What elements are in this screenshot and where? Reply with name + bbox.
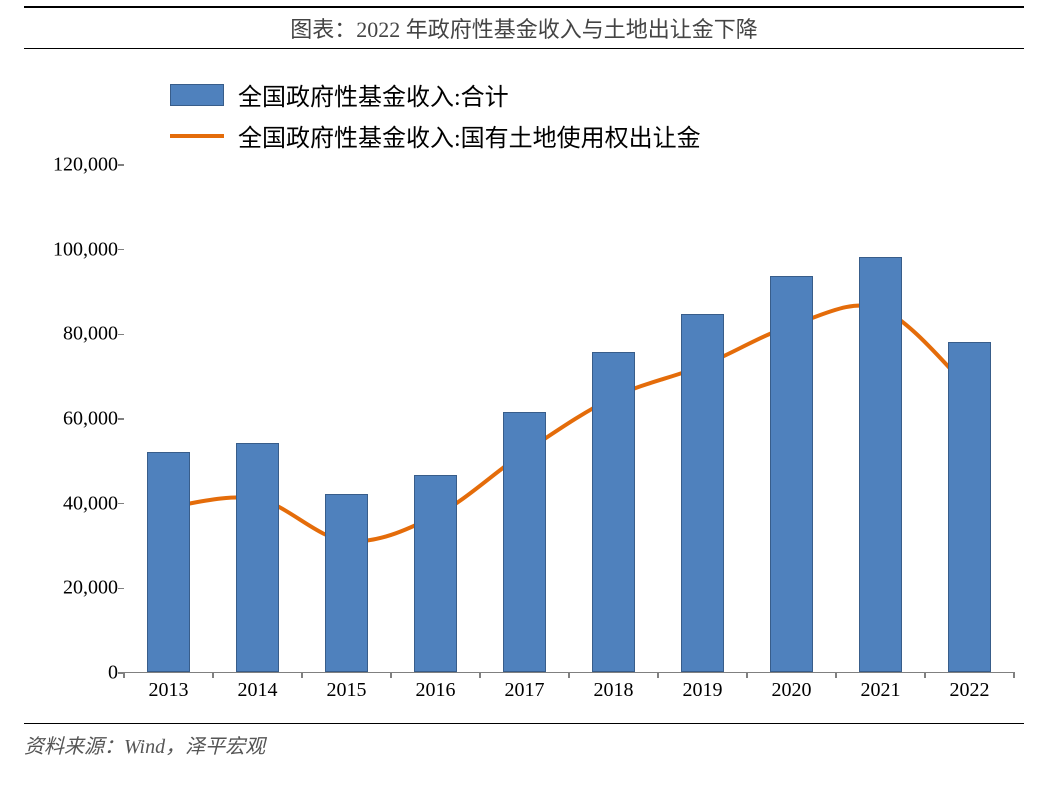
bar [503, 412, 546, 672]
legend: 全国政府性基金收入:合计 全国政府性基金收入:国有土地使用权出让金 [170, 77, 1048, 153]
bar [592, 352, 635, 672]
bar [859, 257, 902, 672]
legend-line-label: 全国政府性基金收入:国有土地使用权出让金 [238, 118, 701, 153]
x-tick-mark [746, 672, 748, 678]
x-tick-mark [835, 672, 837, 678]
x-tick-label: 2016 [416, 679, 456, 702]
y-tick-label: 20,000 [63, 577, 118, 600]
title-bar: 图表：2022 年政府性基金收入与土地出让金下降 [24, 6, 1024, 49]
x-tick-mark [479, 672, 481, 678]
y-tick-mark [118, 588, 124, 590]
x-tick-label: 2015 [327, 679, 367, 702]
chart-title: 图表：2022 年政府性基金收入与土地出让金下降 [290, 17, 758, 42]
bar [770, 276, 813, 672]
x-tick-mark [390, 672, 392, 678]
line-path [169, 305, 970, 541]
y-axis: 020,00040,00060,00080,000100,000120,000 [24, 165, 124, 673]
y-tick-label: 100,000 [53, 238, 118, 261]
x-tick-label: 2018 [594, 679, 634, 702]
bar [325, 494, 368, 672]
bar [948, 342, 991, 672]
x-tick-mark [568, 672, 570, 678]
bar [147, 452, 190, 672]
x-tick-mark [212, 672, 214, 678]
x-tick-mark [657, 672, 659, 678]
y-tick-mark [118, 334, 124, 336]
x-tick-label: 2013 [149, 679, 189, 702]
x-tick-mark [1013, 672, 1015, 678]
x-tick-label: 2020 [772, 679, 812, 702]
y-tick-label: 80,000 [63, 323, 118, 346]
x-tick-mark [301, 672, 303, 678]
legend-item-bar: 全国政府性基金收入:合计 [170, 77, 1048, 112]
x-tick-label: 2022 [950, 679, 990, 702]
x-tick-label: 2019 [683, 679, 723, 702]
legend-line-swatch-icon [170, 134, 224, 138]
legend-bar-swatch-icon [170, 84, 224, 106]
x-tick-mark [924, 672, 926, 678]
x-tick-label: 2017 [505, 679, 545, 702]
chart-area: 020,00040,00060,00080,000100,000120,000 … [24, 165, 1024, 705]
chart-container: 图表：2022 年政府性基金收入与土地出让金下降 全国政府性基金收入:合计 全国… [0, 6, 1048, 801]
legend-bar-label: 全国政府性基金收入:合计 [238, 77, 509, 112]
legend-item-line: 全国政府性基金收入:国有土地使用权出让金 [170, 118, 1048, 153]
x-tick-label: 2021 [861, 679, 901, 702]
plot-area: 2013201420152016201720182019202020212022 [124, 165, 1014, 673]
y-tick-mark [118, 503, 124, 505]
source-text: 资料来源：Wind，泽平宏观 [24, 736, 265, 758]
source-footer: 资料来源：Wind，泽平宏观 [24, 723, 1024, 759]
y-tick-mark [118, 249, 124, 251]
y-tick-label: 40,000 [63, 492, 118, 515]
x-tick-mark [123, 672, 125, 678]
y-tick-label: 120,000 [53, 154, 118, 177]
x-tick-label: 2014 [238, 679, 278, 702]
bar [681, 314, 724, 672]
y-tick-mark [118, 418, 124, 420]
y-tick-mark [118, 164, 124, 166]
y-tick-label: 0 [108, 662, 118, 685]
y-tick-label: 60,000 [63, 408, 118, 431]
bar [414, 475, 457, 672]
bar [236, 443, 279, 672]
